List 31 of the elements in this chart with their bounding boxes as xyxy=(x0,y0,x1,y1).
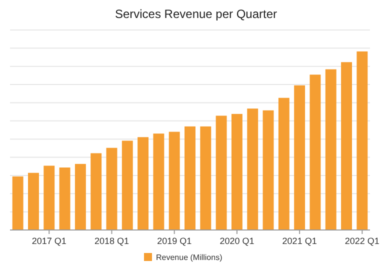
legend-label: Revenue (Millions) xyxy=(156,253,223,262)
bar xyxy=(184,126,196,230)
bar xyxy=(262,110,274,230)
bar xyxy=(122,140,133,230)
bar xyxy=(200,126,212,230)
x-tick-label: 2020 Q1 xyxy=(220,236,254,246)
bar xyxy=(216,116,227,230)
bar xyxy=(12,176,24,230)
bar xyxy=(310,74,321,230)
bar xyxy=(59,168,70,230)
bar xyxy=(341,62,352,230)
bar xyxy=(231,114,242,230)
bar xyxy=(90,153,102,230)
bar xyxy=(138,137,149,230)
x-tick-label: 2021 Q1 xyxy=(282,236,317,246)
bar xyxy=(44,166,55,230)
bar xyxy=(278,98,290,230)
x-tick-label: 2018 Q1 xyxy=(94,236,130,246)
x-tick-label: 2019 Q1 xyxy=(157,236,192,246)
bar xyxy=(153,134,164,230)
x-tick-label: 2017 Q1 xyxy=(32,236,66,246)
bar xyxy=(106,148,118,230)
bar xyxy=(247,108,258,230)
bar xyxy=(325,69,336,230)
bar xyxy=(294,85,306,230)
x-tick-label: 2022 Q1 xyxy=(344,236,380,246)
chart-title: Services Revenue per Quarter xyxy=(114,7,278,21)
bar xyxy=(168,132,180,230)
bar xyxy=(28,172,39,230)
bar xyxy=(356,51,368,230)
bar xyxy=(74,164,86,230)
